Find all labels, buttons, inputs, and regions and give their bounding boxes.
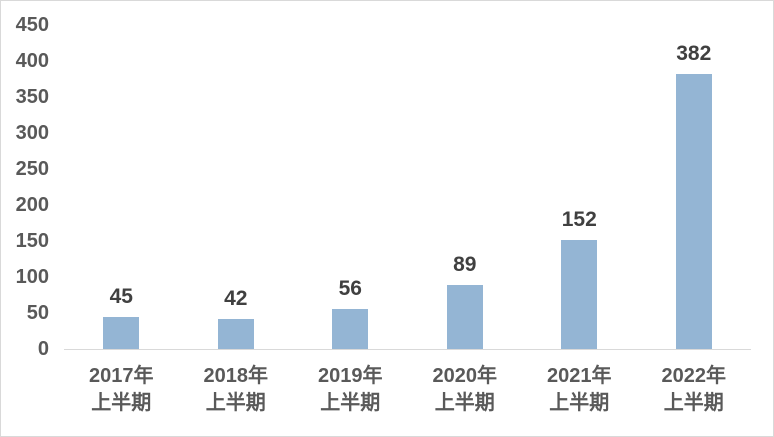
y-tick-label: 0 bbox=[37, 338, 49, 360]
x-category-year: 2019年 bbox=[318, 365, 383, 387]
bar-value-label: 89 bbox=[453, 252, 477, 276]
x-category-label: 2018年上半期 bbox=[179, 363, 294, 417]
y-tick-label: 250 bbox=[15, 158, 49, 180]
bar-value-label: 382 bbox=[676, 41, 712, 65]
x-category-year: 2017年 bbox=[89, 365, 154, 387]
bar-2018年 bbox=[217, 318, 254, 349]
x-category-year: 2021年 bbox=[547, 365, 612, 387]
x-category-label: 2017年上半期 bbox=[64, 363, 179, 417]
y-tick-label: 300 bbox=[15, 122, 49, 144]
y-tick-label: 350 bbox=[15, 86, 49, 108]
bar-value-label: 45 bbox=[109, 284, 133, 308]
bar-value-label: 56 bbox=[338, 276, 362, 300]
y-tick-label: 400 bbox=[15, 50, 49, 72]
x-category-sublabel: 上半期 bbox=[205, 392, 266, 414]
x-category-label: 2022年上半期 bbox=[637, 363, 752, 417]
x-category-sublabel: 上半期 bbox=[663, 392, 724, 414]
x-category-sublabel: 上半期 bbox=[434, 392, 495, 414]
x-category-label: 2021年上半期 bbox=[522, 363, 637, 417]
x-category-year: 2020年 bbox=[432, 365, 498, 387]
x-category-year: 2022年 bbox=[661, 365, 727, 387]
x-category-sublabel: 上半期 bbox=[549, 392, 610, 414]
bar-2019年 bbox=[332, 308, 369, 349]
y-tick-label: 100 bbox=[15, 266, 49, 288]
x-category-label: 2020年上半期 bbox=[408, 363, 523, 417]
bar-value-label: 42 bbox=[224, 286, 248, 310]
x-axis-line bbox=[64, 349, 751, 350]
x-category-sublabel: 上半期 bbox=[91, 392, 152, 414]
x-category-year: 2018年 bbox=[203, 365, 269, 387]
y-tick-label: 200 bbox=[15, 194, 49, 216]
y-tick-label: 150 bbox=[15, 230, 49, 252]
bar-2022年 bbox=[675, 73, 712, 349]
x-category-label: 2019年上半期 bbox=[293, 363, 408, 417]
x-category-sublabel: 上半期 bbox=[320, 392, 381, 414]
y-tick-label: 450 bbox=[15, 14, 49, 36]
bar-2021年 bbox=[561, 239, 598, 349]
bar-2017年 bbox=[103, 316, 140, 349]
y-tick-label: 50 bbox=[26, 302, 49, 324]
bar-2020年 bbox=[446, 284, 483, 349]
bar-value-label: 152 bbox=[561, 207, 597, 231]
